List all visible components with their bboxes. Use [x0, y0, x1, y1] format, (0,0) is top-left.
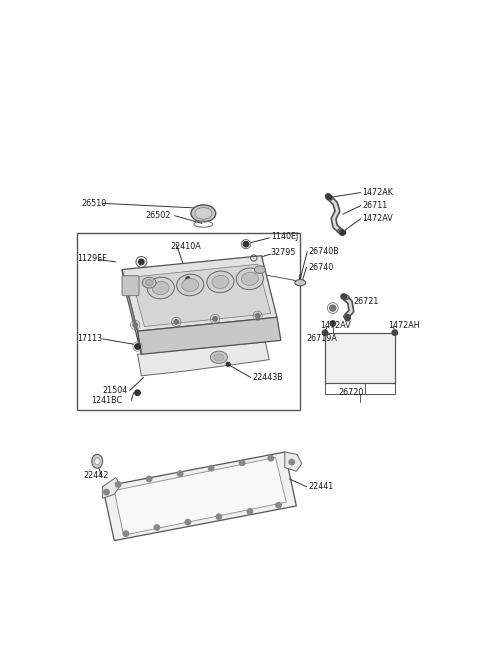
Ellipse shape	[214, 354, 224, 361]
Circle shape	[339, 230, 345, 235]
Circle shape	[276, 502, 281, 508]
Text: 26740B: 26740B	[308, 248, 339, 256]
Circle shape	[186, 277, 190, 281]
Polygon shape	[122, 255, 277, 331]
Polygon shape	[132, 264, 271, 327]
Ellipse shape	[343, 295, 349, 299]
Ellipse shape	[142, 277, 156, 288]
Circle shape	[255, 314, 260, 318]
Bar	[325, 333, 395, 383]
Polygon shape	[285, 452, 302, 472]
FancyBboxPatch shape	[122, 276, 139, 296]
Text: 22442: 22442	[83, 471, 108, 479]
Circle shape	[213, 316, 217, 321]
Text: 1472AH: 1472AH	[389, 320, 420, 329]
Text: 1472AV: 1472AV	[321, 320, 351, 329]
Circle shape	[135, 344, 140, 349]
Circle shape	[174, 320, 179, 324]
Ellipse shape	[210, 351, 228, 364]
Ellipse shape	[195, 208, 212, 219]
Ellipse shape	[145, 280, 153, 286]
Circle shape	[154, 525, 159, 530]
Circle shape	[323, 330, 328, 335]
Text: 1472AV: 1472AV	[362, 214, 393, 223]
Text: 26502: 26502	[145, 211, 170, 220]
Text: 1241BC: 1241BC	[91, 396, 122, 405]
Text: 22410A: 22410A	[170, 242, 201, 251]
Circle shape	[289, 459, 294, 465]
Ellipse shape	[337, 229, 344, 233]
Text: 26721: 26721	[353, 297, 378, 307]
Ellipse shape	[147, 277, 174, 299]
Circle shape	[342, 231, 346, 234]
Circle shape	[240, 460, 245, 466]
Ellipse shape	[254, 266, 265, 273]
Polygon shape	[137, 317, 281, 354]
Circle shape	[345, 315, 350, 321]
Circle shape	[104, 489, 109, 495]
Polygon shape	[137, 342, 269, 376]
Polygon shape	[114, 457, 286, 535]
Circle shape	[123, 531, 129, 536]
Text: 26711: 26711	[362, 201, 387, 210]
Text: 22441: 22441	[308, 482, 333, 491]
Text: 21504: 21504	[103, 386, 128, 395]
Polygon shape	[122, 270, 142, 354]
Text: 22443B: 22443B	[252, 373, 283, 382]
Circle shape	[208, 466, 214, 471]
Circle shape	[133, 323, 137, 328]
Circle shape	[178, 471, 183, 476]
Circle shape	[247, 509, 252, 514]
Circle shape	[392, 330, 397, 335]
Ellipse shape	[241, 272, 258, 286]
Text: 26510: 26510	[82, 199, 107, 208]
Polygon shape	[103, 477, 120, 498]
Circle shape	[185, 519, 191, 525]
Circle shape	[330, 305, 336, 311]
Text: 1140EJ: 1140EJ	[271, 232, 298, 241]
Ellipse shape	[92, 455, 103, 468]
Ellipse shape	[95, 458, 100, 465]
Circle shape	[341, 294, 347, 299]
Circle shape	[216, 514, 222, 519]
Ellipse shape	[212, 275, 229, 288]
Text: 1129EF: 1129EF	[77, 253, 107, 263]
Ellipse shape	[236, 268, 264, 290]
Circle shape	[268, 455, 274, 461]
Text: 26719A: 26719A	[306, 334, 337, 343]
Text: 1472AK: 1472AK	[362, 188, 393, 197]
Text: 26720: 26720	[338, 388, 363, 398]
Circle shape	[243, 242, 249, 247]
Polygon shape	[103, 452, 296, 540]
Text: 32795: 32795	[271, 248, 296, 257]
Ellipse shape	[191, 205, 216, 222]
Circle shape	[226, 362, 230, 366]
Ellipse shape	[326, 196, 333, 200]
Ellipse shape	[182, 278, 199, 291]
Ellipse shape	[177, 274, 204, 296]
Circle shape	[146, 476, 152, 481]
Circle shape	[139, 259, 144, 265]
Circle shape	[115, 481, 121, 487]
Ellipse shape	[152, 282, 169, 295]
Text: 26740: 26740	[308, 263, 333, 272]
Bar	[77, 233, 300, 409]
Ellipse shape	[207, 271, 234, 293]
Circle shape	[330, 321, 336, 326]
Circle shape	[135, 390, 140, 396]
Text: 17113: 17113	[77, 334, 102, 343]
Ellipse shape	[295, 280, 306, 286]
Circle shape	[325, 194, 331, 199]
Circle shape	[328, 195, 332, 199]
Ellipse shape	[344, 314, 350, 319]
